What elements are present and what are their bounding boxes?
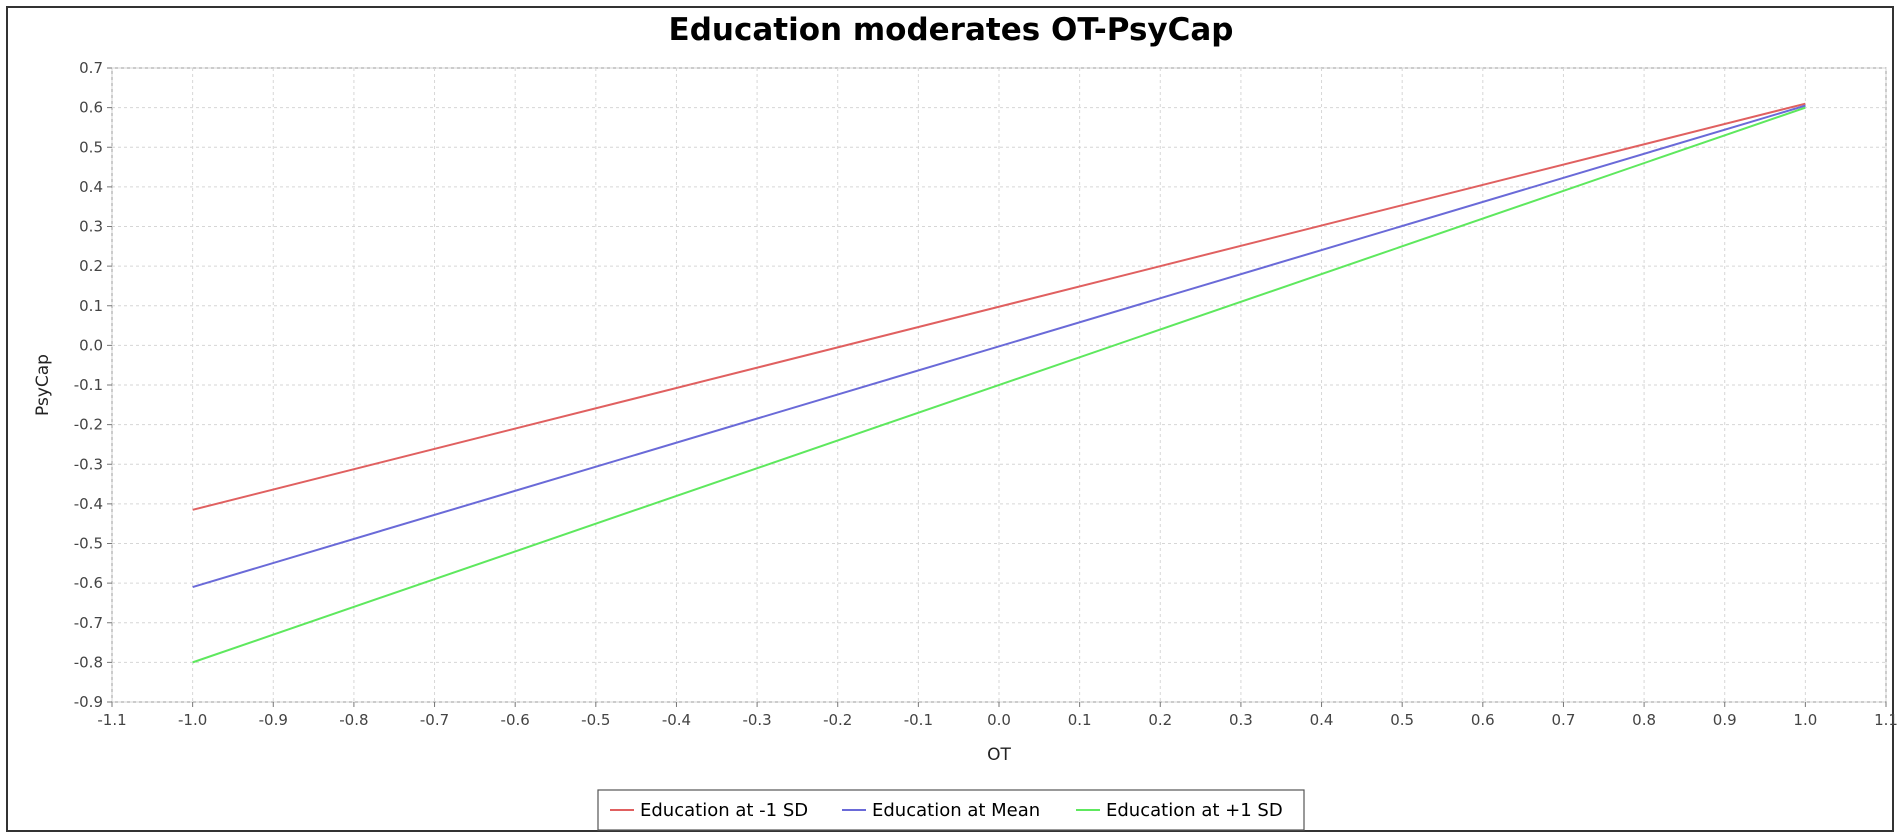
y-tick-label: -0.1 [74, 376, 103, 394]
x-tick-label: -0.7 [420, 711, 449, 729]
y-tick-label: -0.3 [74, 455, 103, 473]
x-tick-label: -0.8 [339, 711, 368, 729]
grid-lines [111, 67, 1887, 703]
series-lines [192, 102, 1806, 664]
series-line-1 [192, 102, 1806, 511]
y-tick-label: 0.0 [79, 336, 103, 354]
x-tick-label: 0.2 [1148, 711, 1172, 729]
y-tick-label: -0.5 [74, 535, 103, 553]
chart-title: Education moderates OT-PsyCap [669, 12, 1234, 48]
y-tick-label: -0.2 [74, 416, 103, 434]
y-tick-label: 0.2 [79, 257, 103, 275]
legend: Education at -1 SD Education at Mean Educa… [597, 789, 1305, 831]
x-tick-label: 0.4 [1310, 711, 1334, 729]
x-tick-label: -0.6 [501, 711, 530, 729]
x-tick-label: -0.9 [259, 711, 288, 729]
x-tick-label: 0.7 [1552, 711, 1576, 729]
x-tick-label: -0.3 [742, 711, 771, 729]
x-tick-label: 0.1 [1068, 711, 1092, 729]
x-tick-label: -0.5 [581, 711, 610, 729]
legend-label-2: Education at Mean [872, 800, 1040, 821]
x-tick-label: 0.8 [1632, 711, 1656, 729]
legend-label-1: Education at -1 SD [640, 800, 808, 821]
y-tick-label: 0.4 [79, 178, 103, 196]
y-tick-label: -0.7 [74, 614, 103, 632]
x-axis-title: OT [987, 745, 1011, 765]
x-tick-label: -1.1 [97, 711, 126, 729]
y-tick-label: -0.6 [74, 574, 103, 592]
x-tick-label: 0.3 [1229, 711, 1253, 729]
y-tick-label: -0.4 [74, 495, 103, 513]
x-tick-label: 0.9 [1713, 711, 1737, 729]
x-tick-label: 0.6 [1471, 711, 1495, 729]
x-tick-label: 1.1 [1874, 711, 1898, 729]
y-tick-label: 0.6 [79, 99, 103, 117]
y-tick-label: -0.9 [74, 693, 103, 711]
x-tick-label: 1.0 [1793, 711, 1817, 729]
y-tick-label: -0.8 [74, 653, 103, 671]
x-tick-label: -0.1 [904, 711, 933, 729]
axes: -1.1 -1.0 -0.9 -0.8 -0.7 -0.6 -0.5 -0.4 -0.3 -0.2… [74, 59, 1898, 729]
legend-label-3: Education at +1 SD [1106, 800, 1283, 821]
y-tick-label: 0.3 [79, 218, 103, 236]
y-tick-label: 0.1 [79, 297, 103, 315]
x-tick-label: -0.4 [662, 711, 691, 729]
legend-box [597, 789, 1305, 831]
x-tick-label: 0.5 [1390, 711, 1414, 729]
x-tick-label: 0.0 [987, 711, 1011, 729]
y-axis-title: PsyCap [33, 354, 53, 416]
x-tick-label: -1.0 [178, 711, 207, 729]
series-line-3 [192, 106, 1806, 664]
y-tick-label: 0.7 [79, 59, 103, 77]
x-tick-label: -0.2 [823, 711, 852, 729]
series-line-2 [192, 104, 1806, 589]
y-tick-label: 0.5 [79, 138, 103, 156]
